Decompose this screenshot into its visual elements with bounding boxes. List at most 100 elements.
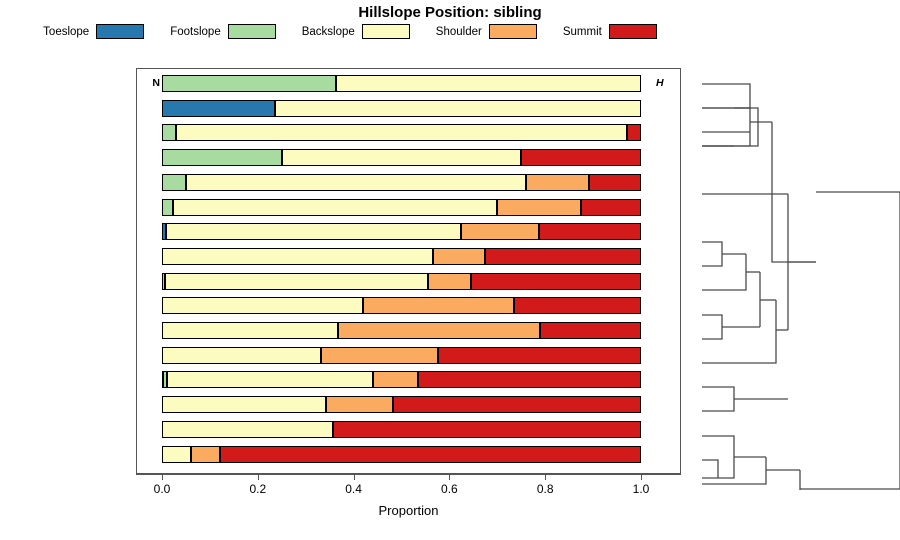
legend-swatch — [361, 24, 410, 39]
legend-entry-backslope: Backslope — [302, 24, 410, 39]
bar-segment-footslope — [162, 272, 165, 290]
x-axis-tick-label: 1.0 — [632, 482, 650, 496]
bar-segment-shoulder — [191, 445, 221, 463]
legend-entry-footslope: Footslope — [170, 24, 276, 39]
bar-row — [162, 173, 641, 191]
bar-segment-shoulder — [321, 346, 438, 364]
legend-label: Shoulder — [435, 25, 482, 38]
bar-segment-shoulder — [432, 247, 486, 265]
bar-segment-summit — [521, 149, 641, 167]
bar-row — [162, 420, 641, 438]
legend-label: Backslope — [301, 25, 355, 38]
bar-segment-summit — [333, 420, 641, 438]
bar-segment-backslope — [162, 297, 364, 315]
bar-segment-summit — [588, 173, 641, 191]
bar-segment-backslope — [186, 173, 527, 191]
bar-segment-shoulder — [461, 223, 540, 241]
h-column: H — [648, 68, 682, 474]
bar-segment-summit — [627, 124, 641, 142]
bar-segment-summit — [539, 223, 641, 241]
bar-segment-shoulder — [526, 173, 589, 191]
bar-row — [162, 297, 641, 315]
bar-segment-backslope — [162, 322, 339, 339]
bar-row — [162, 99, 641, 117]
x-axis-tick — [545, 474, 547, 480]
bar-segment-shoulder — [325, 396, 394, 414]
bar-segment-summit — [485, 247, 641, 265]
bar-segment-footslope — [162, 173, 187, 191]
legend-swatch — [608, 24, 657, 39]
x-axis-tick-label: 0.4 — [345, 482, 362, 496]
legend-label: Footslope — [170, 25, 221, 38]
bar-segment-backslope — [274, 99, 641, 117]
bar-row — [162, 396, 641, 414]
bar-segment-backslope — [281, 149, 522, 167]
bar-segment-backslope — [162, 396, 326, 414]
bar-row — [162, 371, 641, 389]
bar-row — [162, 272, 641, 290]
legend: Toeslope Footslope Backslope Shoulder Summit — [0, 24, 700, 39]
x-axis-tick — [257, 474, 259, 480]
x-axis-tick — [162, 474, 163, 480]
bar-segment-footslope — [162, 198, 174, 216]
dendrogram — [702, 83, 900, 490]
bar-segment-summit — [418, 371, 641, 389]
bar-segment-toeslope — [162, 223, 167, 241]
x-axis-tick-label: 0.6 — [441, 482, 458, 496]
bar-row — [162, 346, 641, 364]
bar-segment-backslope — [166, 371, 373, 389]
legend-entry-summit: Summit — [563, 24, 657, 39]
bar-segment-backslope — [162, 445, 192, 463]
h-column-header: H — [656, 77, 664, 89]
bar-segment-shoulder — [427, 272, 471, 290]
bar-segment-shoulder — [363, 297, 515, 315]
n-column-header: N — [152, 77, 160, 89]
page-title: Hillslope Position: sibling — [358, 4, 542, 21]
legend-label: Toeslope — [43, 25, 90, 38]
bar-row — [162, 75, 641, 92]
bar-segment-summit — [539, 322, 641, 339]
bar-segment-footslope — [162, 149, 282, 167]
bar-row — [162, 124, 641, 142]
bar-segment-shoulder — [338, 322, 540, 339]
legend-entry-toeslope: Toeslope — [43, 24, 145, 39]
bar-segment-backslope — [162, 247, 433, 265]
legend-swatch — [227, 24, 276, 39]
x-axis-line — [136, 474, 681, 475]
bar-segment-summit — [393, 396, 641, 414]
bar-segment-footslope — [162, 75, 337, 92]
x-axis-tick — [641, 474, 642, 480]
x-axis-tick — [449, 474, 451, 480]
bar-row — [162, 322, 641, 339]
bar-segment-backslope — [166, 223, 462, 241]
legend-entry-shoulder: Shoulder — [436, 24, 537, 39]
x-axis-tick-label: 0.0 — [153, 482, 171, 496]
bar-segment-toeslope — [162, 99, 275, 117]
bar-segment-shoulder — [372, 371, 419, 389]
bar-row — [162, 247, 641, 265]
bar-segment-backslope — [162, 346, 322, 364]
bar-segment-shoulder — [497, 198, 581, 216]
bar-row — [162, 149, 641, 167]
n-column: N — [136, 68, 164, 474]
legend-swatch — [488, 24, 537, 39]
bar-row — [162, 223, 641, 241]
bar-segment-backslope — [162, 420, 333, 438]
bar-segment-backslope — [164, 272, 428, 290]
bar-row — [162, 445, 641, 463]
bar-segment-summit — [470, 272, 641, 290]
bar-segment-summit — [220, 445, 641, 463]
x-axis-tick-label: 0.2 — [249, 482, 267, 496]
bar-segment-summit — [580, 198, 641, 216]
legend-label: Summit — [562, 25, 602, 38]
bar-segment-backslope — [173, 198, 498, 216]
x-axis-title: Proportion — [378, 503, 439, 518]
bar-segment-footslope — [162, 124, 176, 142]
x-axis-tick-label: 0.8 — [536, 482, 554, 496]
bar-segment-backslope — [336, 75, 641, 92]
bar-segment-footslope — [163, 371, 167, 389]
legend-swatch — [96, 24, 145, 39]
bar-segment-summit — [437, 346, 641, 364]
bar-segment-backslope — [175, 124, 628, 142]
